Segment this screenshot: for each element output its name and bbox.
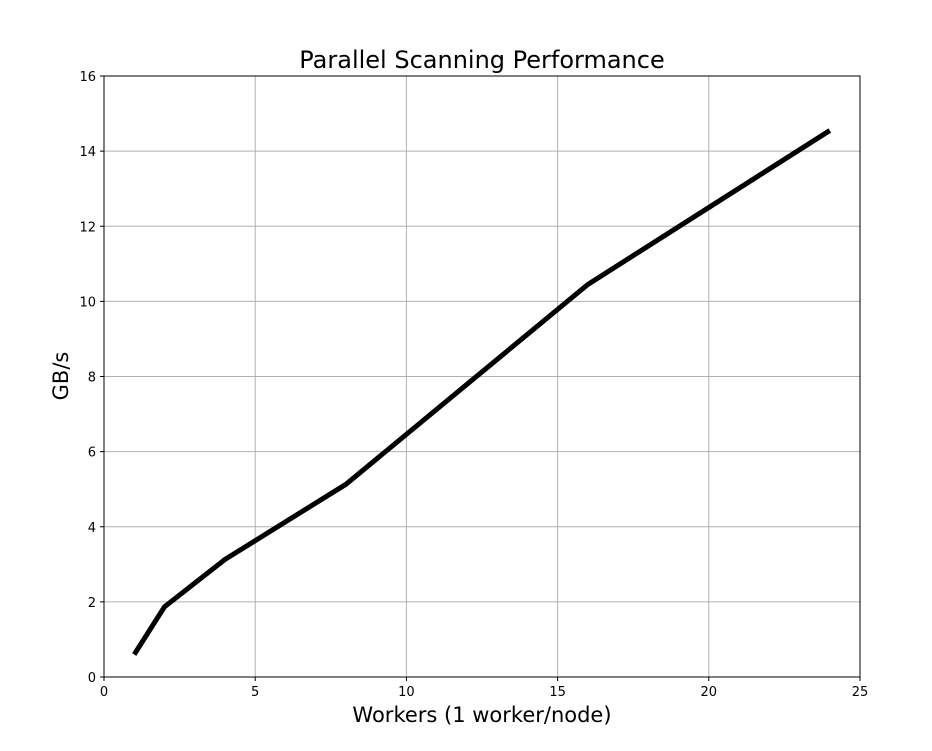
chart-title: Parallel Scanning Performance bbox=[299, 46, 664, 74]
series-line bbox=[132, 128, 832, 656]
y-tick-label: 14 bbox=[79, 145, 96, 160]
x-tick-label: 10 bbox=[398, 685, 415, 700]
y-tick-label: 16 bbox=[79, 70, 96, 85]
x-tick-label: 0 bbox=[100, 685, 108, 700]
ticks: 0 5 10 15 20 25 0 2 4 6 8 10 12 14 16 bbox=[79, 70, 868, 700]
x-tick-label: 20 bbox=[701, 685, 718, 700]
y-tick-label: 8 bbox=[88, 371, 96, 386]
y-tick-label: 4 bbox=[88, 521, 96, 536]
x-tick-label: 25 bbox=[852, 685, 869, 700]
y-tick-label: 0 bbox=[88, 671, 96, 686]
x-axis-label: Workers (1 worker/node) bbox=[352, 703, 611, 727]
x-tick-label: 5 bbox=[251, 685, 259, 700]
series-layer bbox=[132, 128, 832, 656]
x-tick-label: 15 bbox=[549, 685, 566, 700]
y-tick-label: 12 bbox=[79, 220, 96, 235]
y-tick-label: 6 bbox=[88, 446, 96, 461]
y-tick-label: 10 bbox=[79, 295, 96, 310]
y-axis-label: GB/s bbox=[49, 352, 73, 401]
y-tick-label: 2 bbox=[88, 596, 96, 611]
